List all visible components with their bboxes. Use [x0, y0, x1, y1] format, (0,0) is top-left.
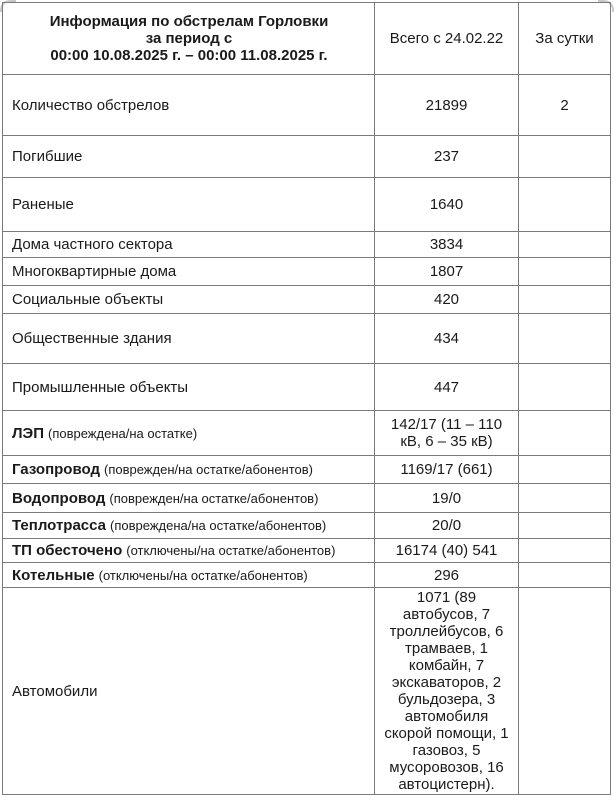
row-total-value: 434 [375, 314, 519, 364]
table-row-boiler-houses: Котельные (отключены/на остатке/абонентов… [3, 563, 611, 588]
row-label: Количество обстрелов [12, 96, 170, 114]
row-label-cell: ТП обесточено (отключены/на остатке/абоне… [3, 539, 375, 563]
table-title-line-2: за период с [145, 30, 233, 47]
table-header-row: Информация по обстрелам Горловки за пери… [3, 3, 611, 75]
row-label-cell: Газопровод (поврежден/на остатке/абоненто… [3, 456, 375, 484]
row-label: Газопровод [12, 461, 100, 478]
row-label-cell: Промышленные объекты [3, 364, 375, 411]
row-label: Дома частного сектора [12, 236, 173, 253]
row-label-note: (поврежден/на остатке/абонентов) [103, 462, 314, 477]
row-total-value: 19/0 [375, 484, 519, 513]
row-label: Промышленные объекты [12, 378, 189, 396]
table-row-industrial-objects: Промышленные объекты 447 [3, 364, 611, 411]
row-daily-value [519, 513, 611, 539]
table-row-killed: Погибшие 237 [3, 136, 611, 178]
table-row-heating-main: Теплотрасса (повреждена/на остатке/абонен… [3, 513, 611, 539]
table-row-social-objects: Социальные объекты 420 [3, 286, 611, 314]
row-daily-value [519, 563, 611, 588]
row-label-cell: Дома частного сектора [3, 232, 375, 258]
row-label-cell: Погибшие [3, 136, 375, 178]
row-label-cell: Теплотрасса (повреждена/на остатке/абонен… [3, 513, 375, 539]
row-total-value: 1640 [375, 178, 519, 232]
row-daily-value [519, 286, 611, 314]
row-label-cell: Количество обстрелов [3, 75, 375, 136]
row-label: Раненые [12, 196, 74, 213]
table-row-gas-pipeline: Газопровод (поврежден/на остатке/абоненто… [3, 456, 611, 484]
row-total-value: 1071 (89 автобусов, 7 троллейбусов, 6 тр… [375, 588, 519, 795]
row-total-value: 1807 [375, 258, 519, 286]
row-daily-value [519, 314, 611, 364]
row-label: Многоквартирные дома [12, 263, 177, 280]
row-daily-value [519, 588, 611, 795]
row-label-cell: ЛЭП (повреждена/на остатке) [3, 411, 375, 456]
row-label-cell: Котельные (отключены/на остатке/абонентов… [3, 563, 375, 588]
row-total-value: 142/17 (11 – 110 кВ, 6 – 35 кВ) [375, 411, 519, 456]
row-label: Погибшие [12, 148, 83, 165]
table-row-transformer-substations: ТП обесточено (отключены/на остатке/абоне… [3, 539, 611, 563]
row-label: Теплотрасса [12, 517, 106, 534]
row-total-value: 447 [375, 364, 519, 411]
row-label: ЛЭП [12, 424, 44, 442]
row-label: Общественные здания [12, 330, 172, 347]
table-row-apartment-buildings: Многоквартирные дома 1807 [3, 258, 611, 286]
row-label-note: (повреждена/на остатке/абонентов) [110, 518, 327, 533]
row-label: Социальные объекты [12, 291, 164, 308]
table-row-water-pipeline: Водопровод (поврежден/на остатке/абоненто… [3, 484, 611, 513]
row-label: Котельные [12, 566, 95, 584]
table-row-vehicles: Автомобили 1071 (89 автобусов, 7 троллей… [3, 588, 611, 795]
row-label-cell: Автомобили [3, 588, 375, 795]
row-daily-value: 2 [519, 75, 611, 136]
row-label: ТП обесточено [12, 542, 123, 559]
column-header-total: Всего с 24.02.22 [375, 3, 519, 75]
row-daily-value [519, 232, 611, 258]
row-label-note: (отключены/на остатке/абонентов) [126, 543, 336, 558]
table-row-shelling-count: Количество обстрелов 21899 2 [3, 75, 611, 136]
table-title-line-1: Информация по обстрелам Горловки [49, 13, 329, 30]
row-total-value: 21899 [375, 75, 519, 136]
row-daily-value [519, 539, 611, 563]
row-total-value: 20/0 [375, 513, 519, 539]
row-daily-value [519, 258, 611, 286]
table-title-cell: Информация по обстрелам Горловки за пери… [3, 3, 375, 75]
row-label-cell: Многоквартирные дома [3, 258, 375, 286]
row-total-value: 237 [375, 136, 519, 178]
row-daily-value [519, 484, 611, 513]
row-daily-value [519, 411, 611, 456]
column-header-daily: За сутки [519, 3, 611, 75]
row-label-note: (отключены/на остатке/абонентов) [98, 567, 308, 583]
row-label-note: (поврежден/на остатке/абонентов) [109, 490, 319, 506]
row-total-value: 1169/17 (661) [375, 456, 519, 484]
row-daily-value [519, 456, 611, 484]
row-total-value: 16174 (40) 541 [375, 539, 519, 563]
row-label: Водопровод [12, 489, 106, 507]
row-label-cell: Общественные здания [3, 314, 375, 364]
row-label: Автомобили [12, 682, 98, 700]
row-label-cell: Социальные объекты [3, 286, 375, 314]
row-daily-value [519, 364, 611, 411]
row-total-value: 420 [375, 286, 519, 314]
table-row-power-lines: ЛЭП (повреждена/на остатке) 142/17 (11 – … [3, 411, 611, 456]
table-row-private-houses: Дома частного сектора 3834 [3, 232, 611, 258]
row-label-cell: Водопровод (поврежден/на остатке/абоненто… [3, 484, 375, 513]
row-label-note: (повреждена/на остатке) [47, 425, 198, 441]
table-row-wounded: Раненые 1640 [3, 178, 611, 232]
row-total-value: 3834 [375, 232, 519, 258]
table-row-public-buildings: Общественные здания 434 [3, 314, 611, 364]
table-title-line-3: 00:00 10.08.2025 г. – 00:00 11.08.2025 г… [50, 47, 328, 64]
row-label-cell: Раненые [3, 178, 375, 232]
row-daily-value [519, 178, 611, 232]
row-total-value: 296 [375, 563, 519, 588]
row-daily-value [519, 136, 611, 178]
